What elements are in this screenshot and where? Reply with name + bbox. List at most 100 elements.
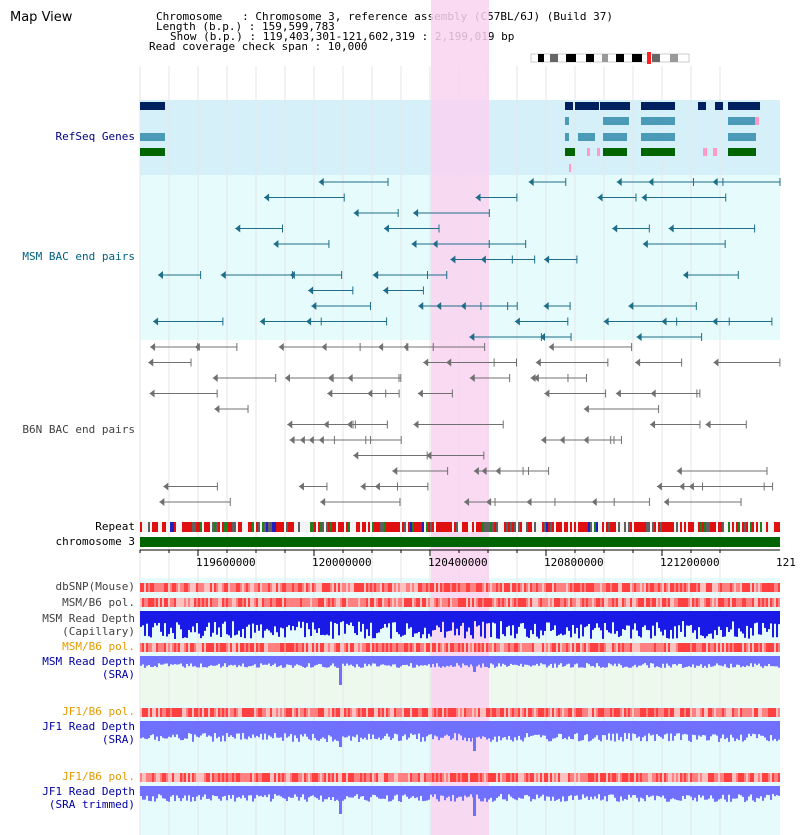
msm-sra-depth bbox=[360, 656, 362, 668]
repeat-feature bbox=[260, 522, 262, 532]
jf1-b6-pol-heat bbox=[752, 708, 754, 717]
jf1-sra-trimmed-depth bbox=[714, 786, 716, 802]
b6n-bac-pair bbox=[650, 389, 656, 398]
dbsnp-heat bbox=[488, 583, 490, 592]
msm-b6-pol-heat-2 bbox=[700, 643, 702, 652]
msm-capillary-depth bbox=[272, 611, 274, 636]
repeat-feature bbox=[438, 522, 440, 532]
gene-feature bbox=[728, 102, 760, 110]
msm-b6-pol-heat bbox=[196, 598, 198, 607]
repeat-feature bbox=[628, 522, 630, 532]
jf1-sra-trimmed-depth bbox=[382, 786, 384, 799]
msm-sra-depth bbox=[342, 656, 344, 664]
repeat-feature bbox=[760, 522, 762, 532]
msm-capillary-depth bbox=[192, 611, 194, 627]
msm-b6-pol-heat-2 bbox=[518, 643, 520, 652]
msm-sra-depth bbox=[604, 656, 606, 668]
msm-capillary-depth bbox=[532, 611, 534, 635]
msm-sra-depth bbox=[264, 656, 266, 665]
jf1-sra-depth bbox=[660, 721, 662, 738]
jf1-sra-trimmed-depth bbox=[238, 786, 240, 797]
dbsnp-heat bbox=[602, 583, 604, 592]
jf1-sra-depth bbox=[168, 721, 170, 737]
msm-capillary-depth bbox=[730, 611, 732, 630]
jf1-sra-trimmed-depth bbox=[486, 786, 488, 802]
msm-b6-pol-heat bbox=[390, 598, 392, 607]
jf1-sra-trimmed-depth bbox=[578, 786, 580, 800]
msm-capillary-depth bbox=[584, 611, 586, 628]
jf1-sra-depth bbox=[216, 721, 218, 739]
jf1-sra-trimmed-depth bbox=[552, 786, 554, 797]
chromosome-ideogram[interactable] bbox=[528, 51, 693, 65]
jf1-sra-depth bbox=[526, 721, 528, 734]
jf1-sra-depth bbox=[172, 721, 174, 735]
msm-capillary-depth bbox=[224, 611, 226, 622]
msm-capillary-depth bbox=[344, 611, 346, 634]
jf1-sra-trimmed-depth bbox=[530, 786, 532, 802]
msm-b6-pol-heat-2 bbox=[232, 643, 234, 652]
jf1-b6-pol-heat bbox=[394, 708, 396, 717]
b6n-bac-pair bbox=[541, 436, 547, 444]
jf1-b6-pol-heat bbox=[244, 708, 246, 717]
jf1-b6-pol-heat bbox=[616, 708, 618, 717]
jf1-sra-trimmed-depth bbox=[764, 786, 766, 798]
jf1-b6-pol-heat bbox=[530, 708, 532, 717]
jf1-b6-pol-heat bbox=[308, 708, 310, 717]
msm-sra-depth bbox=[210, 656, 212, 666]
msm-b6-pol-heat-2 bbox=[550, 643, 552, 652]
msm-b6-pol-heat bbox=[672, 598, 674, 607]
jf1-b6-pol-heat bbox=[376, 708, 378, 717]
jf1-sra-depth bbox=[422, 721, 424, 738]
jf1-b6-pol-heat bbox=[686, 708, 688, 717]
msm-sra-depth bbox=[574, 656, 576, 665]
jf1-b6-pol-heat-2 bbox=[290, 773, 292, 782]
msm-b6-pol-heat-2 bbox=[540, 643, 542, 652]
msm-b6-pol-heat-2 bbox=[332, 643, 334, 652]
jf1-b6-pol-heat-2 bbox=[434, 773, 436, 782]
jf1-sra-depth bbox=[532, 721, 534, 736]
dbsnp-heat bbox=[282, 583, 284, 592]
jf1-b6-pol-heat bbox=[656, 708, 658, 717]
msm-capillary-depth bbox=[414, 611, 416, 634]
jf1-sra-trimmed-depth bbox=[202, 786, 204, 797]
jf1-b6-pol-heat bbox=[352, 708, 354, 717]
jf1-sra-depth bbox=[424, 721, 426, 742]
msm-b6-pol-heat-2 bbox=[596, 643, 598, 652]
msm-sra-depth bbox=[142, 656, 144, 665]
jf1-b6-pol-heat-2 bbox=[554, 773, 556, 782]
dbsnp-heat bbox=[326, 583, 328, 592]
msm-sra-depth bbox=[720, 656, 722, 666]
jf1-b6-pol-heat-2 bbox=[194, 773, 196, 782]
msm-bac-pair bbox=[220, 271, 226, 279]
msm-b6-pol-heat bbox=[338, 598, 340, 607]
dbsnp-heat bbox=[336, 583, 338, 592]
msm-sra-depth bbox=[692, 656, 694, 665]
repeat-feature bbox=[664, 522, 666, 532]
msm-b6-pol-heat-2 bbox=[194, 643, 196, 652]
dbsnp-heat bbox=[184, 583, 186, 592]
jf1-sra-depth bbox=[650, 721, 652, 736]
msm-sra-depth bbox=[656, 656, 658, 667]
msm-b6-pol-heat bbox=[710, 598, 712, 607]
msm-capillary-depth bbox=[434, 611, 436, 630]
jf1-b6-pol-heat-2 bbox=[510, 773, 512, 782]
jf1-sra-trimmed-depth bbox=[290, 786, 292, 798]
jf1-b6-pol-heat bbox=[496, 708, 498, 717]
dbsnp-heat bbox=[656, 583, 658, 592]
msm-bac-pair bbox=[641, 193, 647, 202]
dbsnp-heat bbox=[416, 583, 418, 592]
msm-capillary-depth bbox=[560, 611, 562, 634]
repeat-feature bbox=[244, 522, 246, 532]
msm-sra-depth bbox=[278, 656, 280, 667]
msm-sra-depth bbox=[224, 656, 226, 664]
jf1-b6-pol-heat-2 bbox=[476, 773, 478, 782]
msm-capillary-depth bbox=[184, 611, 186, 638]
jf1-b6-pol-heat bbox=[182, 708, 184, 717]
repeat-feature bbox=[324, 522, 326, 532]
repeat-feature bbox=[328, 522, 330, 532]
jf1-b6-pol-heat-2 bbox=[264, 773, 266, 782]
jf1-sra-depth bbox=[178, 721, 180, 739]
dbsnp-heat bbox=[164, 583, 166, 592]
dbsnp-heat bbox=[290, 583, 292, 592]
